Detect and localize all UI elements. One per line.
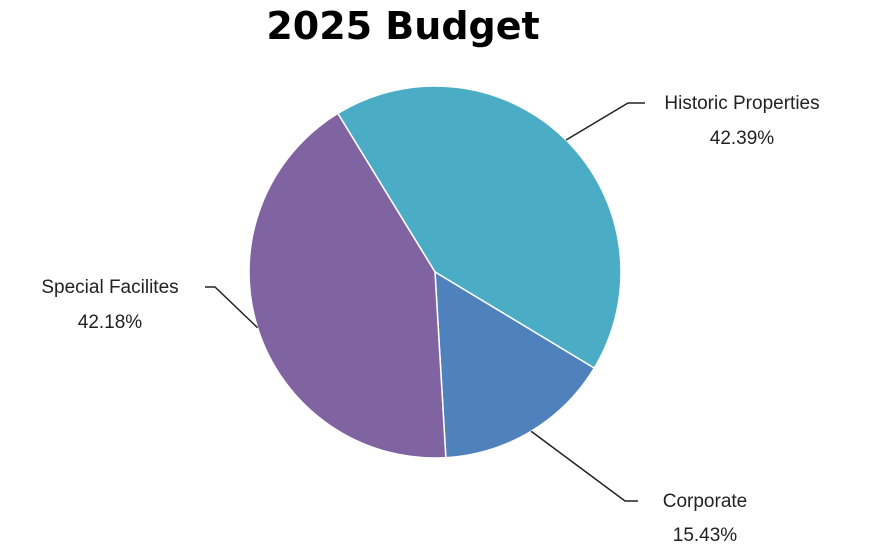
slice-label-special-facilites: Special Facilites [41,277,178,298]
pie-slice-historic-properties [336,85,622,370]
leader-line-corporate [530,430,638,502]
slice-value-corporate: 15.43% [673,525,738,546]
leader-line-special-facilites [205,286,259,329]
leader-line-historic-properties [565,102,645,141]
slice-value-historic-properties: 42.39% [710,128,775,149]
slice-value-special-facilites: 42.18% [78,312,143,333]
slice-label-corporate: Corporate [663,491,748,512]
leader-lines [205,102,645,502]
slice-label-historic-properties: Historic Properties [664,93,819,114]
data-labels: Historic Properties 42.39% Corporate 15.43%… [41,93,819,546]
chart-title: 2025 Budget [266,4,540,48]
pie-slices [248,85,622,459]
